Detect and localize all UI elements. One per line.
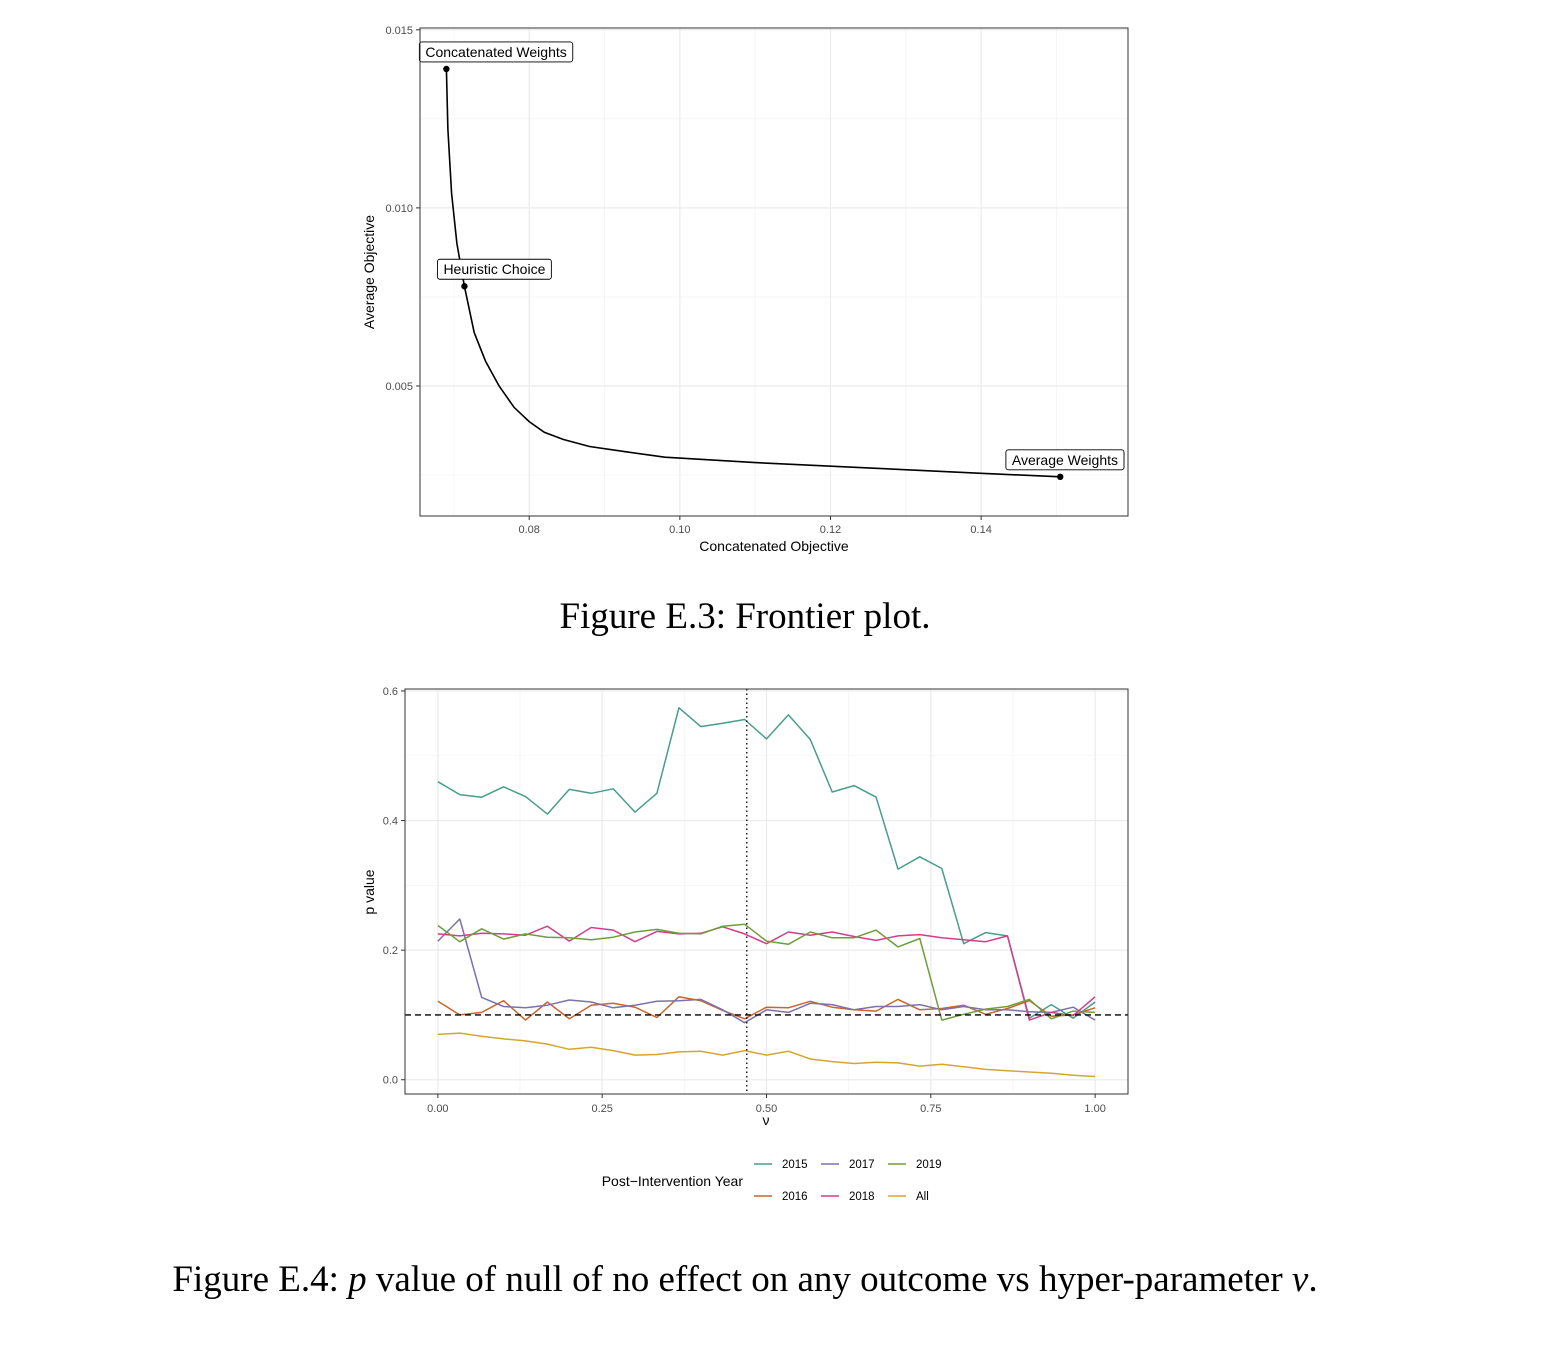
caption-part-3: .: [1308, 1259, 1317, 1300]
frontier-x-axis-title: Concatenated Objective: [699, 538, 849, 554]
legend-item-2017: 2017: [821, 1159, 875, 1171]
frontier-point-label-box: [418, 41, 574, 63]
pvalue-x-ticks: 0.00 0.25 0.50 0.75 1.00: [427, 1094, 1106, 1115]
pvalue-x-tick-label: 0.75: [920, 1103, 941, 1115]
pvalue-caption: Figure E.4: p value of null of no effect…: [172, 1259, 1317, 1300]
pvalue-legend: Post−Intervention Year 2015 2016 2017 2018 2…: [602, 1159, 942, 1203]
pvalue-y-ticks: 0.0 0.2 0.4 0.6: [383, 686, 405, 1087]
frontier-point-labels: Concatenated Weights Heuristic Choice Aver…: [418, 41, 1125, 471]
pvalue-x-tick-label: 1.00: [1084, 1103, 1105, 1115]
frontier-y-tick-label: 0.005: [385, 381, 413, 393]
frontier-x-tick-label: 0.14: [970, 524, 991, 536]
pvalue-y-tick-label: 0.4: [383, 816, 398, 828]
caption-part-2: value of null of no effect on any outcom…: [367, 1259, 1292, 1300]
legend-label-2015: 2015: [782, 1159, 808, 1171]
legend-label-2019: 2019: [916, 1159, 942, 1171]
caption-italic-p: p: [345, 1259, 367, 1300]
frontier-gridlines: [420, 28, 1128, 516]
pvalue-y-tick-label: 0.2: [383, 945, 398, 957]
caption-part-1: Figure E.4:: [172, 1259, 348, 1300]
frontier-point: [461, 283, 468, 290]
pvalue-x-tick-label: 0.00: [427, 1103, 448, 1115]
frontier-x-ticks: 0.08 0.10 0.12 0.14: [519, 516, 992, 536]
series-line-2019: [437, 923, 1096, 1021]
frontier-curve: [445, 68, 1061, 478]
frontier-point-label-box: [436, 258, 552, 280]
frontier-point-label: Concatenated Weights: [425, 44, 566, 60]
frontier-x-tick-label: 0.10: [669, 524, 690, 536]
series-line-all: [437, 1032, 1096, 1078]
frontier-y-axis-title: Average Objective: [361, 215, 377, 329]
legend-item-2018: 2018: [821, 1191, 875, 1203]
frontier-caption: Figure E.3: Frontier plot.: [560, 596, 931, 637]
pvalue-y-tick-label: 0.6: [383, 686, 398, 698]
legend-item-all: All: [888, 1191, 929, 1203]
frontier-y-tick-label: 0.015: [385, 25, 413, 37]
frontier-point-label: Heuristic Choice: [443, 261, 545, 277]
legend-item-2019: 2019: [888, 1159, 942, 1171]
pvalue-y-axis-title: p value: [361, 869, 377, 914]
series-line-2015: [437, 707, 1096, 1019]
pvalue-reference-lines: [405, 689, 1128, 1094]
pvalue-x-tick-label: 0.25: [591, 1103, 612, 1115]
pvalue-chart: 0.00 0.25 0.50 0.75 1.00 0.0 0.2 0.4 0.6 ν p va…: [172, 686, 1317, 1300]
legend-label-all: All: [916, 1191, 929, 1203]
pvalue-y-tick-label: 0.0: [383, 1075, 398, 1087]
frontier-points: [443, 65, 1064, 481]
frontier-chart: Concatenated Weights Heuristic Choice Aver…: [361, 25, 1129, 637]
frontier-point-label-box: [1005, 449, 1125, 471]
legend-label-2016: 2016: [782, 1191, 808, 1203]
legend-label-2018: 2018: [849, 1191, 875, 1203]
frontier-point: [1057, 473, 1064, 481]
legend-item-2015: 2015: [754, 1159, 808, 1171]
pvalue-series: [437, 707, 1096, 1078]
frontier-y-ticks: 0.005 0.010 0.015: [385, 25, 420, 393]
pvalue-x-axis-title: ν: [763, 1112, 770, 1128]
legend-title: Post−Intervention Year: [602, 1173, 744, 1189]
frontier-panel-border: [419, 27, 1129, 517]
legend-item-2016: 2016: [754, 1191, 808, 1203]
series-line-2018: [437, 925, 1096, 1021]
frontier-series: [445, 68, 1061, 478]
caption-italic-nu: ν: [1292, 1259, 1309, 1300]
frontier-x-tick-label: 0.08: [519, 524, 540, 536]
frontier-x-tick-label: 0.12: [820, 524, 841, 536]
frontier-point: [443, 65, 450, 73]
pvalue-x-tick-label: 0.50: [756, 1103, 777, 1115]
frontier-y-tick-label: 0.010: [385, 203, 413, 215]
legend-label-2017: 2017: [849, 1159, 875, 1171]
pvalue-gridlines: [405, 689, 1128, 1094]
frontier-point-label: Average Weights: [1012, 452, 1118, 468]
